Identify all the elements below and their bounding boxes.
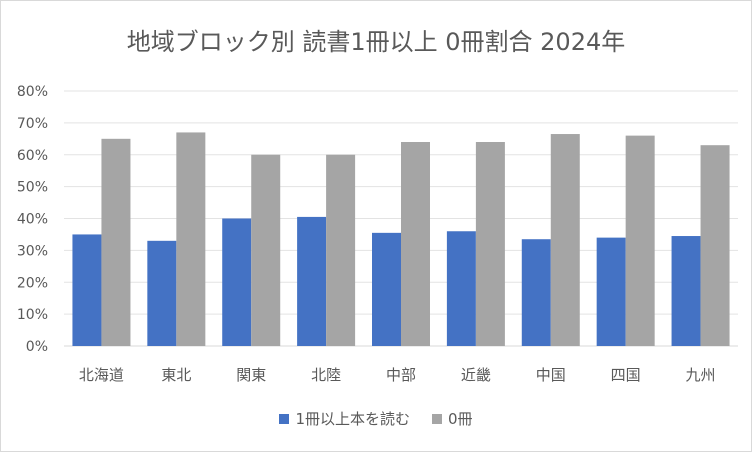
bar-books-read xyxy=(72,234,102,346)
x-category-label: 中国 xyxy=(536,366,566,384)
bar-zero-books xyxy=(251,154,281,346)
legend-swatch-books-read xyxy=(279,413,290,424)
legend: 1冊以上本を読む 0冊 xyxy=(0,408,752,429)
y-tick-label: 70% xyxy=(17,116,48,132)
bar-zero-books xyxy=(700,145,730,346)
bar-books-read xyxy=(671,236,701,346)
bar-books-read xyxy=(446,231,476,346)
x-category-label: 中部 xyxy=(386,366,416,384)
x-category-label: 東北 xyxy=(161,366,191,384)
bar-books-read xyxy=(297,216,327,346)
bar-zero-books xyxy=(176,132,206,346)
bar-zero-books xyxy=(326,154,356,346)
y-tick-label: 50% xyxy=(17,180,48,196)
x-category-label: 九州 xyxy=(686,366,716,384)
y-tick-label: 60% xyxy=(17,148,48,164)
bar-zero-books xyxy=(550,134,580,346)
legend-label-books-read: 1冊以上本を読む xyxy=(295,410,410,428)
legend-swatch-zero-books xyxy=(432,413,442,424)
bar-books-read xyxy=(596,237,626,346)
legend-label-zero-books: 0冊 xyxy=(448,410,473,428)
bar-books-read xyxy=(222,218,252,346)
bar-zero-books xyxy=(625,135,655,346)
chart-title: 地域ブロック別 読書1冊以上 0冊割合 2024年 xyxy=(126,28,626,56)
x-category-label: 近畿 xyxy=(461,366,491,384)
bar-books-read xyxy=(147,240,177,346)
y-tick-label: 0% xyxy=(26,339,48,355)
x-category-label: 四国 xyxy=(611,366,641,384)
y-tick-label: 20% xyxy=(17,275,48,291)
x-category-label: 関東 xyxy=(236,366,266,384)
bar-zero-books xyxy=(475,142,505,346)
x-category-label: 北陸 xyxy=(311,366,341,384)
bar-zero-books xyxy=(401,142,430,346)
bar-books-read xyxy=(521,239,551,346)
legend-item-zero-books: 0冊 xyxy=(432,408,473,429)
bar-zero-books xyxy=(101,138,131,346)
y-tick-label: 10% xyxy=(17,307,48,323)
legend-item-books-read: 1冊以上本を読む xyxy=(279,408,410,429)
y-tick-label: 30% xyxy=(17,243,48,259)
y-tick-label: 40% xyxy=(17,212,48,228)
y-tick-label: 80% xyxy=(17,84,48,100)
x-category-label: 北海道 xyxy=(79,366,124,384)
bar-books-read xyxy=(372,232,401,346)
